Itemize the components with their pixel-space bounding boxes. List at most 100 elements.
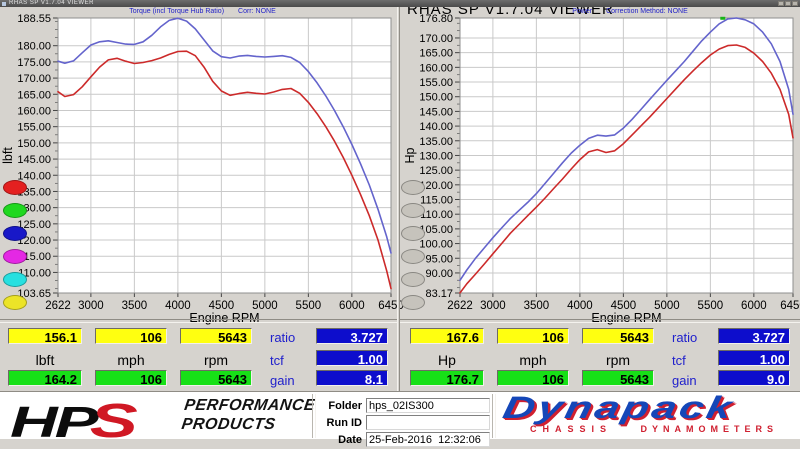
run-select-button-torque-1[interactable] xyxy=(3,180,27,195)
y-tick-label: 95.00 xyxy=(425,253,453,265)
speed-unit-label: mph xyxy=(117,352,145,368)
run-select-button-power-6[interactable] xyxy=(401,295,425,310)
power-run2-value: 176.7 xyxy=(410,370,484,387)
maximize-button[interactable] xyxy=(785,1,791,6)
hps-logo-s: S xyxy=(89,395,138,448)
close-button[interactable] xyxy=(792,1,798,6)
x-tick-label: 4000 xyxy=(165,300,191,312)
y-tick-label: 155.00 xyxy=(17,122,51,134)
gain-label: gain xyxy=(270,373,295,388)
hps-tagline: PERFORMANCE PRODUCTS xyxy=(180,396,316,434)
y-tick-label: 160.00 xyxy=(17,105,51,117)
dynapack-chassis-label: CHASSIS xyxy=(530,424,613,434)
speed-run2-value: 106 xyxy=(95,370,167,387)
divider xyxy=(492,394,496,438)
y-tick-label: 150.00 xyxy=(17,138,51,150)
x-tick-label: 2622 xyxy=(447,300,473,312)
tcf-label: tcf xyxy=(270,353,284,368)
rpm-run2-value: 5643 xyxy=(180,370,252,387)
x-tick-label: 4500 xyxy=(209,300,235,312)
ratio-value: 3.727 xyxy=(718,328,790,345)
y-tick-label: 115.00 xyxy=(420,195,453,207)
ratio-label: ratio xyxy=(672,330,698,345)
y-tick-label: 120.00 xyxy=(419,180,453,192)
date-field[interactable] xyxy=(366,432,490,447)
run-select-button-power-5[interactable] xyxy=(401,272,425,287)
gain-label: gain xyxy=(672,373,697,388)
titlebar-title: RHAS SP V1.7.04 VIEWER xyxy=(9,0,94,6)
rpm-unit-label: rpm xyxy=(203,352,229,368)
run-info-form: Folder Run ID Date xyxy=(318,398,490,449)
run-select-button-torque-2[interactable] xyxy=(3,203,27,218)
y-axis-title: lbft xyxy=(1,147,15,164)
x-tick-label: 5500 xyxy=(698,300,724,312)
y-tick-label: 105.00 xyxy=(419,224,453,236)
plot-background xyxy=(58,18,391,293)
y-tick-label: 188.55 xyxy=(17,13,51,25)
folder-field[interactable] xyxy=(366,398,490,413)
y-tick-label: 115.00 xyxy=(18,251,51,263)
run-select-button-torque-6[interactable] xyxy=(3,295,27,310)
speed-cursor-value: 106 xyxy=(95,328,167,345)
y-tick-label: 145.00 xyxy=(419,106,453,118)
power-unit-label: Hp xyxy=(438,352,456,368)
hps-logo: HPS xyxy=(10,394,138,449)
x-tick-label: 3000 xyxy=(480,300,506,312)
minimize-button[interactable] xyxy=(778,1,784,6)
y-tick-label: 100.00 xyxy=(419,239,453,251)
y-tick-label: 175.00 xyxy=(17,57,51,69)
x-tick-label: 3500 xyxy=(524,300,550,312)
y-tick-label: 120.00 xyxy=(17,235,51,247)
run-select-button-power-2[interactable] xyxy=(401,203,425,218)
x-tick-label: 4500 xyxy=(611,300,637,312)
power-run-red-curve xyxy=(459,44,794,294)
run-select-button-torque-5[interactable] xyxy=(3,272,27,287)
x-tick-label: 6000 xyxy=(741,300,767,312)
torque-run-blue-curve xyxy=(57,17,392,254)
run-select-button-power-3[interactable] xyxy=(401,226,425,241)
rpm-cursor-value: 5643 xyxy=(582,328,654,345)
x-tick-label: 3000 xyxy=(78,300,104,312)
power-chart-title: Power xyxy=(572,8,593,15)
run-select-button-power-1[interactable] xyxy=(401,180,425,195)
torque-unit-label: lbft xyxy=(35,352,55,368)
tcf-label: tcf xyxy=(672,353,686,368)
x-tick-label: 4000 xyxy=(567,300,593,312)
y-tick-label: 165.00 xyxy=(17,89,51,101)
x-tick-label: 5000 xyxy=(654,300,680,312)
speed-cursor-value: 106 xyxy=(497,328,569,345)
power-cursor-value: 167.6 xyxy=(410,328,484,345)
torque-run2-value: 164.2 xyxy=(8,370,82,387)
y-tick-label: 150.00 xyxy=(419,92,453,104)
hps-logo-hp: HP xyxy=(10,398,99,447)
torque-cursor-value: 156.1 xyxy=(8,328,82,345)
y-tick-label: 83.17 xyxy=(425,288,453,300)
power-run-blue-curve xyxy=(459,17,794,282)
run-select-button-torque-3[interactable] xyxy=(3,226,27,241)
y-tick-label: 140.00 xyxy=(419,121,453,133)
y-tick-label: 160.00 xyxy=(419,62,453,74)
window-titlebar: RHAS SP V1.7.04 VIEWER xyxy=(0,0,800,7)
dynapack-logo: Dynapack CHASSIS DYNAMOMETERS xyxy=(500,390,779,434)
torque-correction-label: Corr: NONE xyxy=(238,8,276,15)
panel-splitter[interactable] xyxy=(397,7,400,391)
app-icon xyxy=(2,1,6,6)
y-tick-label: 176.80 xyxy=(419,13,453,25)
date-label: Date xyxy=(338,433,362,446)
run-select-button-power-4[interactable] xyxy=(401,249,425,264)
y-tick-label: 125.00 xyxy=(17,219,51,231)
gain-value: 9.0 xyxy=(718,370,790,387)
divider xyxy=(312,394,316,438)
power-correction-label: Correction Method: NONE xyxy=(606,8,688,15)
rpm-cursor-value: 5643 xyxy=(180,328,252,345)
dynapack-dynamometers-label: DYNAMOMETERS xyxy=(640,424,779,434)
hps-tagline-line2: PRODUCTS xyxy=(180,416,277,433)
power-readout-panel: 167.6 106 5643 Hp mph rpm 176.7 106 5643… xyxy=(402,322,800,390)
run-id-field[interactable] xyxy=(366,415,490,430)
plot-border xyxy=(459,17,794,294)
y-tick-label: 165.00 xyxy=(419,48,453,60)
y-axis-title: Hp xyxy=(403,147,417,163)
torque-chart-title: Torque (incl Torque Hub Ratio) xyxy=(129,8,225,15)
run-select-button-torque-4[interactable] xyxy=(3,249,27,264)
